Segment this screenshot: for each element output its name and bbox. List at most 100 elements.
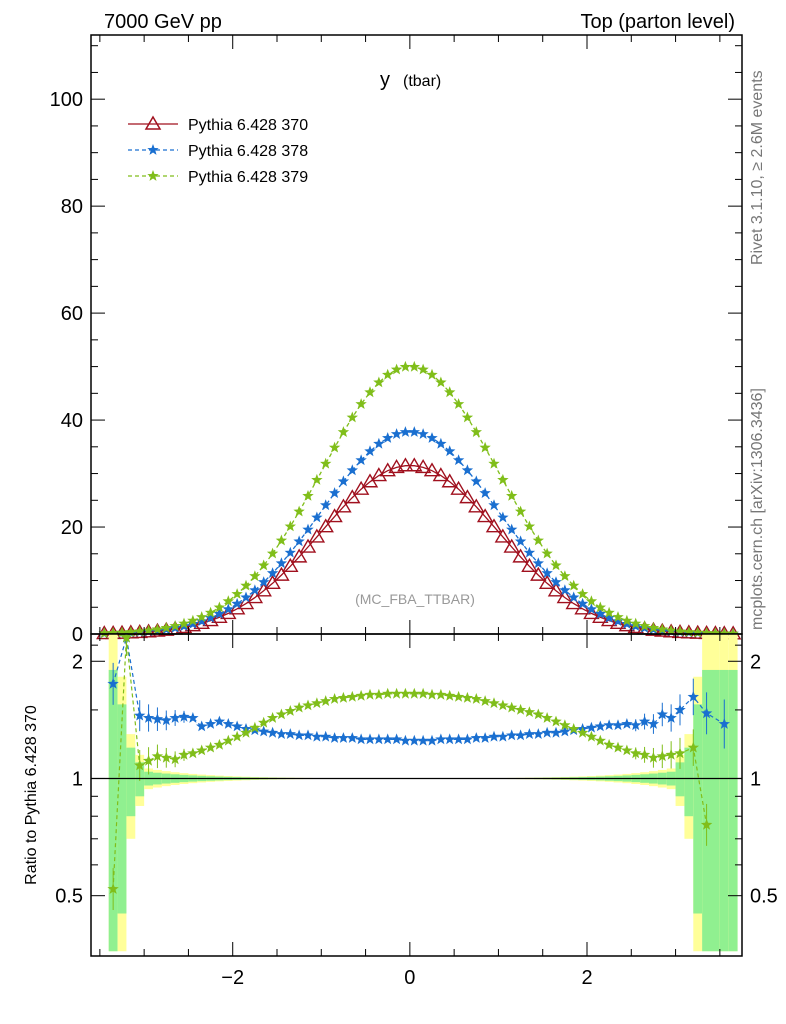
data-point-star [506, 523, 518, 535]
data-point-star [497, 511, 509, 523]
data-point-star [125, 626, 137, 637]
ratio-data-point-star [355, 689, 367, 701]
ratio-data-point-star [178, 748, 190, 760]
data-point-star [107, 627, 119, 638]
data-point-star [390, 363, 403, 375]
ratio-data-point-star [541, 726, 553, 738]
ratio-y-tick-label-right: 2 [750, 651, 761, 673]
data-point-star [479, 441, 491, 453]
data-point-triangle [317, 518, 334, 533]
ratio-data-point-star [630, 719, 642, 731]
data-point-star [187, 614, 199, 626]
legend-entry-370: Pythia 6.428 370 [128, 115, 308, 134]
legend-label-370: Pythia 6.428 370 [188, 117, 308, 134]
ratio-data-point-star [470, 732, 482, 743]
data-point-star [452, 398, 465, 409]
ratio-data-point-star [594, 734, 606, 746]
data-point-star [532, 534, 544, 546]
data-point-star [178, 617, 190, 629]
ratio-data-point-star [559, 725, 571, 737]
ratio-data-point-star [320, 695, 332, 706]
data-point-star [461, 464, 474, 476]
data-point-triangle [521, 557, 538, 572]
data-point-star [328, 441, 341, 453]
data-point-star [700, 627, 713, 638]
data-point-star [612, 615, 624, 627]
ratio-data-point-star [576, 726, 589, 738]
data-point-star [718, 627, 730, 639]
ratio-data-point-star [656, 750, 668, 762]
ratio-data-point-star [674, 747, 686, 759]
ratio-data-point-star [408, 734, 420, 746]
ratio-data-point-star [213, 715, 226, 727]
ratio-data-point-star [630, 747, 642, 759]
data-point-star [204, 606, 217, 618]
legend-label-379: Pythia 6.428 379 [188, 169, 308, 186]
ratio-data-point-star [142, 712, 155, 723]
data-point-star [390, 428, 403, 439]
y-tick-label: 40 [61, 410, 83, 432]
data-point-triangle [547, 582, 565, 597]
ratio-data-point-star [346, 732, 358, 743]
ratio-data-point-star [479, 695, 491, 706]
legend: Pythia 6.428 370 Pythia 6.428 378 Pythia… [128, 115, 308, 186]
main-axes: 0 20 40 60 80 100 [50, 35, 742, 646]
data-point-star [576, 588, 589, 599]
ratio-band-inner [675, 762, 685, 797]
ratio-data-point-star [160, 751, 172, 763]
ratio-y-tick-label: 0.5 [55, 886, 83, 908]
ratio-data-point-star [178, 710, 190, 722]
data-point-star [142, 624, 155, 636]
data-point-triangle [228, 600, 246, 615]
ratio-data-point-star [107, 677, 119, 689]
ratio-data-point-star [461, 691, 474, 703]
ratio-data-point-star [497, 730, 509, 742]
data-point-star [204, 611, 217, 623]
data-point-star [213, 601, 226, 613]
data-point-star [603, 611, 615, 623]
triangle-marker-icon [144, 115, 162, 130]
data-point-triangle [335, 498, 352, 513]
ratio-data-point-star [452, 690, 465, 702]
data-point-star [523, 546, 536, 558]
data-point-star [541, 567, 553, 578]
ratio-data-point-star [612, 719, 624, 731]
ratio-data-point-star [585, 730, 598, 742]
ratio-data-point-star [222, 718, 234, 729]
data-point-star [426, 432, 438, 443]
data-point-star [550, 576, 562, 587]
series-line-0 [104, 465, 734, 635]
ratio-data-point-star [390, 733, 403, 745]
ratio-data-point-star [656, 708, 668, 720]
ratio-data-point-star [187, 747, 199, 759]
ratio-data-point-star [337, 732, 350, 743]
data-point-triangle [264, 574, 281, 590]
data-point-triangle [556, 589, 574, 604]
data-point-star [568, 591, 580, 603]
data-point-star [532, 557, 544, 569]
data-point-star [187, 617, 199, 629]
data-point-star [258, 576, 270, 587]
data-point-star [488, 499, 500, 511]
ratio-data-point-star [293, 701, 305, 713]
data-point-star [656, 623, 668, 635]
ratio-data-point-star [328, 732, 341, 743]
ratio-data-point-star [603, 738, 615, 750]
data-point-star [585, 595, 598, 607]
ratio-data-point-star [559, 719, 571, 731]
ratio-data-point-star [311, 697, 323, 709]
ratio-data-point-star [568, 723, 580, 734]
ratio-data-point-star [293, 729, 305, 741]
data-point-star [293, 535, 305, 547]
data-point-star [506, 490, 518, 501]
data-point-star [346, 464, 358, 476]
data-point-star [665, 624, 677, 636]
data-point-star [284, 520, 296, 532]
data-point-triangle [246, 589, 264, 604]
data-point-star [444, 386, 456, 398]
ratio-data-point-star [687, 690, 699, 702]
ratio-band-inner [719, 669, 729, 952]
header-left-title: 7000 GeV pp [104, 11, 222, 33]
ratio-data-point-star [426, 688, 438, 700]
ratio-data-point-star [337, 691, 350, 703]
